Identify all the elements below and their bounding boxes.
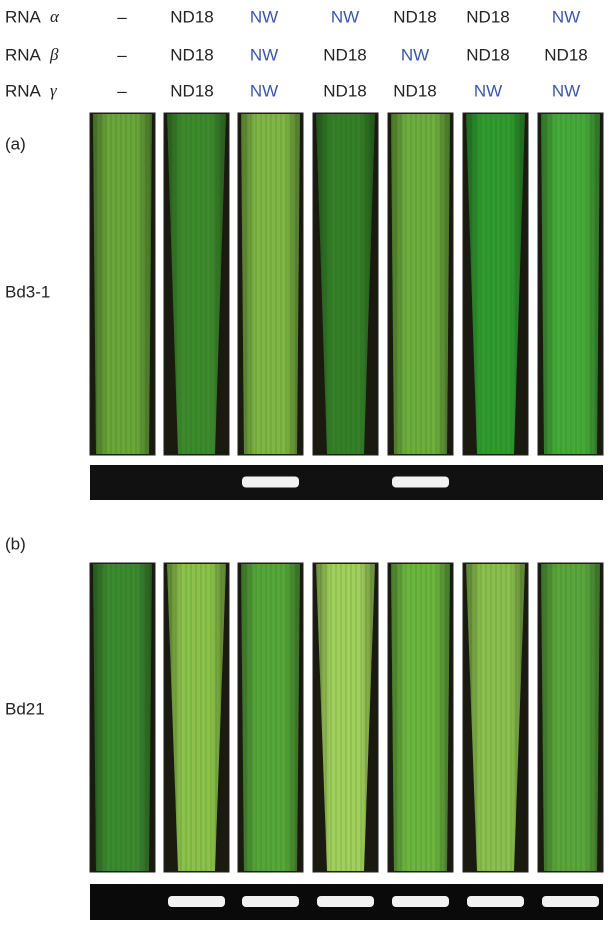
cell: NW — [250, 81, 278, 100]
cell: ND18 — [323, 45, 366, 64]
cell: ND18 — [170, 45, 213, 64]
cell: NW — [401, 45, 429, 64]
line-label: Bd3-1 — [5, 282, 50, 301]
cell: NW — [250, 45, 278, 64]
gel-band — [392, 896, 449, 907]
cell: NW — [552, 81, 580, 100]
leaf-shade — [541, 564, 600, 871]
cell: ND18 — [393, 7, 436, 26]
row-symbol: γ — [50, 81, 58, 100]
panel-label: (a) — [5, 134, 26, 153]
row-symbol: β — [49, 45, 59, 64]
cell: NW — [250, 7, 278, 26]
cell: – — [117, 81, 127, 100]
cell: ND18 — [466, 7, 509, 26]
gel — [90, 465, 603, 500]
row-label: RNA — [5, 45, 42, 64]
row-label: RNA — [5, 81, 42, 100]
cell: – — [117, 45, 127, 64]
gel-band — [242, 896, 299, 907]
panel-label: (b) — [5, 534, 26, 553]
cell: ND18 — [393, 81, 436, 100]
leaf-shade — [391, 114, 450, 454]
line-label: Bd21 — [5, 699, 45, 718]
row-label: RNA — [5, 7, 42, 26]
page: {"header": {"rows": [ {"label": "RNA", "… — [0, 0, 609, 920]
gel-band — [317, 896, 374, 907]
cell: NW — [474, 81, 502, 100]
row-symbol: α — [50, 7, 60, 26]
gel-band — [242, 477, 299, 488]
gel-band — [467, 896, 524, 907]
gel-band — [168, 896, 225, 907]
leaf-shade — [93, 564, 152, 871]
figure: RNA α – ND18 NW NW ND18 ND18 NW RNA β – ND18 NW ND18 NW… — [0, 0, 609, 920]
leaf-shade — [241, 114, 300, 454]
cell: ND18 — [544, 45, 587, 64]
leaf-shade — [93, 114, 152, 454]
cell: NW — [331, 7, 359, 26]
leaf-shade — [391, 564, 450, 871]
cell: ND18 — [170, 7, 213, 26]
cell: NW — [552, 7, 580, 26]
gel-band — [542, 896, 599, 907]
cell: ND18 — [466, 45, 509, 64]
gel-band — [392, 477, 449, 488]
leaf-shade — [241, 564, 300, 871]
leaf-shade — [541, 114, 600, 454]
cell: – — [117, 7, 127, 26]
cell: ND18 — [170, 81, 213, 100]
cell: ND18 — [323, 81, 366, 100]
